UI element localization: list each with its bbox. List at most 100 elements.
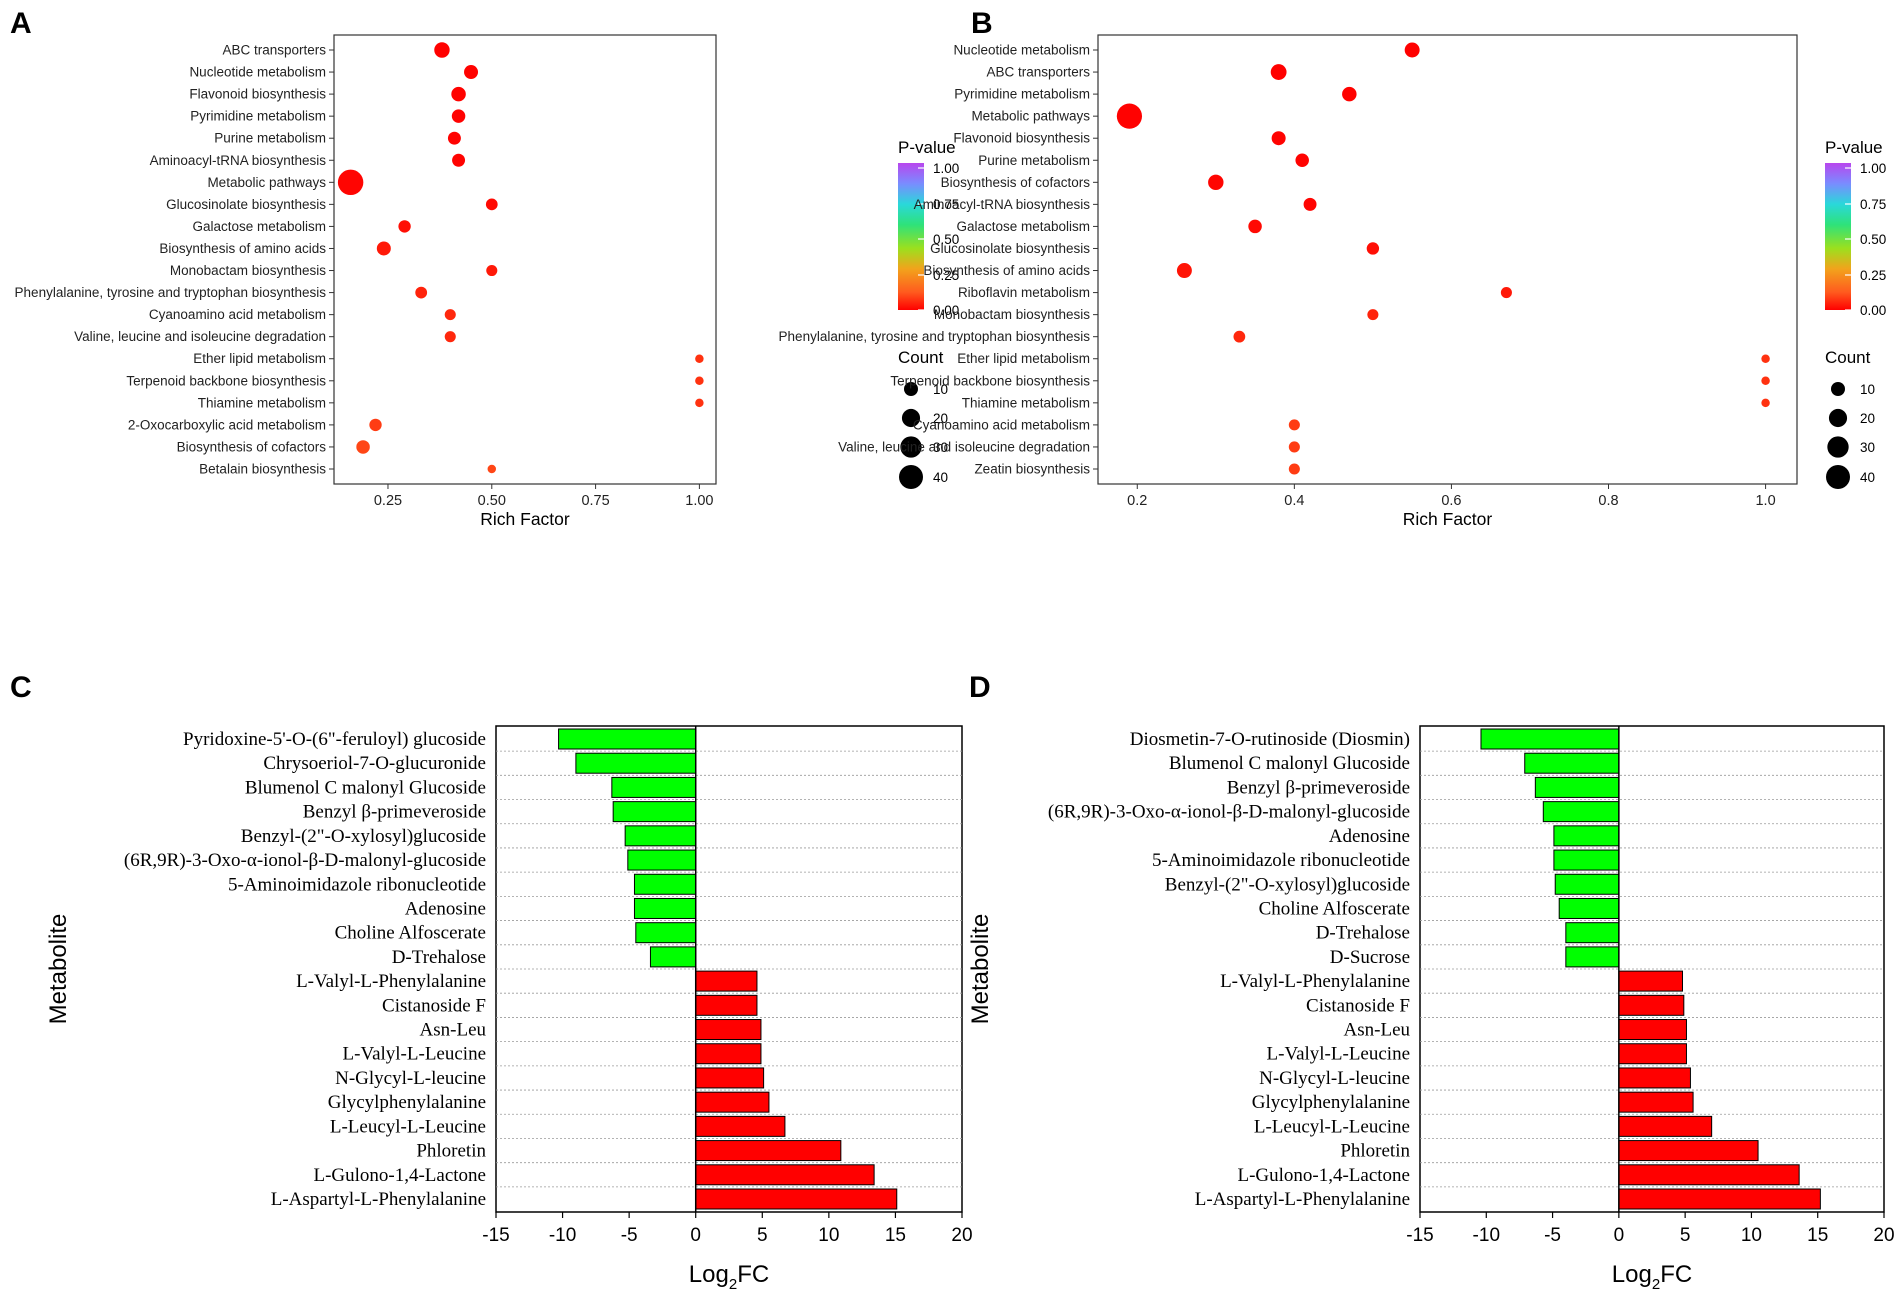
- bar: [633, 873, 697, 895]
- color-bar-label: 0.75: [1860, 197, 1886, 212]
- size-legend-key: [1826, 465, 1850, 489]
- x-tick-label: 15: [1807, 1225, 1828, 1246]
- data-point: [1248, 219, 1262, 234]
- y-tick-label: Asn-Leu: [420, 1020, 487, 1041]
- data-point: [1176, 263, 1192, 279]
- size-legend-label: 10: [933, 382, 948, 397]
- bubble-chart-a: ABC transporters Nucleotide metabolism Fla…: [15, 34, 959, 529]
- x-tick-label: 0.50: [478, 493, 506, 509]
- bar: [627, 849, 697, 871]
- y-tick-label: D-Trehalose: [392, 947, 486, 968]
- y-tick-label: Aminoacyl-tRNA biosynthesis: [150, 153, 327, 168]
- data-point: [1208, 174, 1224, 191]
- bar: [1542, 801, 1620, 823]
- y-tick-label: Metabolic pathways: [207, 175, 326, 190]
- data-point: [1303, 197, 1317, 211]
- size-legend-label: 20: [933, 411, 948, 426]
- bar: [695, 1043, 762, 1065]
- data-point: [695, 354, 704, 363]
- y-tick-label: Adenosine: [405, 898, 486, 919]
- color-bar-label: 1.00: [933, 161, 959, 176]
- bar-chart-c: Pyridoxine-5'-O-(6"-feruloyl) glucoside C…: [45, 725, 973, 1293]
- data-point: [1404, 42, 1420, 58]
- y-tick-label: L-Aspartyl-L-Phenylalanine: [1195, 1189, 1410, 1210]
- y-tick-label: L-Valyl-L-Phenylalanine: [296, 971, 486, 992]
- y-tick-label: Phenylalanine, tyrosine and tryptophan b…: [779, 329, 1091, 344]
- x-tick-label: 1.0: [1755, 493, 1775, 509]
- x-tick-label: 5: [1680, 1225, 1691, 1246]
- size-legend-key: [1828, 408, 1848, 428]
- y-tick-label: Galactose metabolism: [956, 219, 1090, 234]
- x-tick-label: 5: [757, 1225, 768, 1246]
- size-legend-key: [901, 408, 921, 428]
- bar: [695, 994, 758, 1016]
- y-tick-label: Benzyl β-primeveroside: [1227, 777, 1410, 798]
- y-tick-label: Glycylphenylalanine: [328, 1092, 486, 1113]
- bar: [1554, 873, 1620, 895]
- panel-label-b: B: [971, 7, 993, 40]
- data-point: [1116, 103, 1143, 129]
- y-tick-label: D-Sucrose: [1330, 947, 1410, 968]
- x-tick-label: 1.00: [685, 493, 713, 509]
- data-point: [452, 153, 466, 167]
- y-tick-label: 5-Aminoimidazole ribonucleotide: [228, 874, 486, 895]
- y-tick-label: Terpenoid backbone biosynthesis: [126, 373, 326, 388]
- y-tick-label: Pyrimidine metabolism: [954, 87, 1090, 102]
- data-point: [1367, 309, 1379, 321]
- bar: [1524, 752, 1620, 774]
- y-tick-label: Glycylphenylalanine: [1252, 1092, 1410, 1113]
- data-point: [356, 440, 370, 454]
- bar: [695, 1115, 786, 1137]
- y-tick-label: Nucleotide metabolism: [953, 43, 1090, 58]
- bar: [612, 801, 697, 823]
- x-tick-label: 0.75: [581, 493, 609, 509]
- data-point: [451, 86, 466, 102]
- y-tick-label: Terpenoid backbone biosynthesis: [890, 373, 1090, 388]
- size-legend-title: Count: [1825, 348, 1871, 367]
- y-tick-label: Valine, leucine and isoleucine degradati…: [838, 439, 1090, 454]
- y-tick-label: Biosynthesis of cofactors: [177, 439, 327, 454]
- data-point: [1233, 330, 1246, 343]
- data-point: [444, 331, 456, 343]
- y-tick-label: Pyridoxine-5'-O-(6"-feruloyl) glucoside: [183, 729, 486, 750]
- y-axis-title: Metabolite: [967, 914, 994, 1025]
- bar: [1618, 1091, 1694, 1113]
- x-axis-title: Rich Factor: [1403, 509, 1493, 529]
- size-legend-label: 40: [933, 470, 948, 485]
- x-tick-label: -5: [621, 1225, 638, 1246]
- size-legend-key: [1831, 382, 1845, 396]
- size-legend-key: [899, 465, 923, 489]
- x-tick-label: 10: [818, 1225, 839, 1246]
- x-tick-label: -15: [1406, 1225, 1433, 1246]
- y-tick-label: Zeatin biosynthesis: [974, 462, 1090, 477]
- data-point: [1366, 242, 1380, 255]
- data-point: [695, 398, 704, 408]
- bar: [1565, 922, 1620, 944]
- x-axis-title-part: FC: [1660, 1261, 1692, 1288]
- x-tick-label: 0: [1614, 1225, 1625, 1246]
- y-tick-label: Purine metabolism: [214, 131, 326, 146]
- x-tick-label: 0.4: [1284, 493, 1304, 509]
- y-tick-label: Monobactam biosynthesis: [934, 307, 1090, 322]
- y-tick-label: Cyanoamino acid metabolism: [913, 417, 1090, 432]
- data-point: [1761, 354, 1770, 363]
- y-tick-label: Glucosinolate biosynthesis: [166, 197, 326, 212]
- x-axis-title: Log2FC: [689, 1261, 769, 1293]
- x-tick-label: 0.6: [1441, 493, 1461, 509]
- data-point: [451, 109, 466, 123]
- bar: [1553, 849, 1620, 871]
- color-bar-label: 0.25: [933, 268, 959, 283]
- x-axis-title-part: FC: [737, 1261, 769, 1288]
- bar: [1618, 1164, 1800, 1186]
- x-tick-label: 0.8: [1598, 493, 1618, 509]
- y-tick-label: Chrysoeriol-7-O-glucuronide: [263, 753, 486, 774]
- y-tick-label: Asn-Leu: [1344, 1020, 1411, 1041]
- bar: [649, 946, 697, 968]
- y-tick-label: Purine metabolism: [978, 153, 1090, 168]
- bubble-chart-b: Nucleotide metabolism ABC transporters Pyr…: [779, 34, 1886, 529]
- data-point: [1342, 86, 1357, 102]
- y-tick-label: Betalain biosynthesis: [199, 462, 326, 477]
- bar: [1618, 1140, 1759, 1162]
- data-point: [485, 198, 498, 211]
